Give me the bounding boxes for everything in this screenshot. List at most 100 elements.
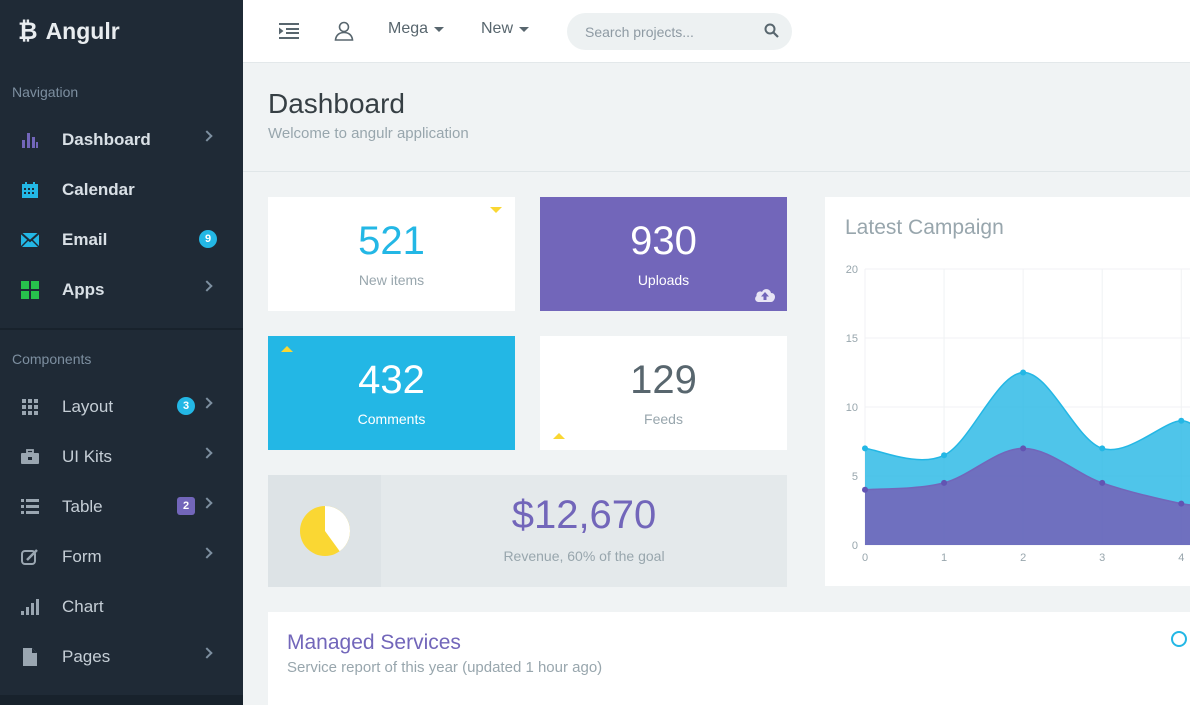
brand[interactable]: ₿ Angulr <box>0 0 243 63</box>
revenue-panel: $12,670 Revenue, 60% of the goal <box>268 475 787 587</box>
sidebar-divider <box>0 328 243 330</box>
y-tick-label: 10 <box>846 402 858 414</box>
revenue-pie-container <box>268 475 381 587</box>
stat-value: 129 <box>630 358 697 402</box>
data-point[interactable] <box>1099 445 1106 452</box>
y-tick-label: 15 <box>846 333 858 345</box>
data-point[interactable] <box>1020 369 1027 376</box>
new-menu-label: New <box>481 20 514 37</box>
sidebar-item-ui-kits[interactable]: UI Kits <box>0 432 243 482</box>
sidebar-item-email[interactable]: Email 9 <box>0 215 243 265</box>
topbar: Mega New <box>243 0 1190 63</box>
chevron-right-icon <box>201 397 213 409</box>
envelope-icon <box>20 230 40 250</box>
user-icon[interactable] <box>333 20 355 42</box>
stat-label: Uploads <box>637 272 690 288</box>
sidebar-item-calendar[interactable]: Calendar <box>0 165 243 215</box>
sidebar-footer <box>0 695 243 705</box>
stat-feeds[interactable]: 129 Feeds <box>540 336 787 450</box>
email-count-badge: 9 <box>199 230 217 248</box>
stat-label: New items <box>358 272 425 288</box>
x-tick-label: 1 <box>941 552 947 564</box>
nav-section-label: Navigation <box>12 84 79 100</box>
x-tick-label: 3 <box>1099 552 1105 564</box>
data-point[interactable] <box>1178 417 1185 424</box>
page-title: Dashboard <box>268 88 405 119</box>
chevron-right-icon <box>201 547 213 559</box>
triangle-up-icon <box>281 346 293 352</box>
sidebar-item-label: Pages <box>62 647 111 666</box>
stat-new-items[interactable]: 521 New items <box>268 197 515 311</box>
sidebar-item-apps[interactable]: Apps <box>0 265 243 315</box>
search-icon[interactable] <box>764 23 779 43</box>
data-point[interactable] <box>941 479 948 486</box>
page-subtitle: Welcome to angulr application <box>268 125 469 142</box>
stat-label: Comments <box>357 411 426 427</box>
chevron-right-icon <box>201 447 213 459</box>
sidebar-item-table[interactable]: Table 2 <box>0 482 243 532</box>
bar-chart-icon <box>20 130 40 150</box>
search-input[interactable] <box>585 23 755 40</box>
revenue-goal-pie <box>299 506 350 556</box>
sidebar-item-label: Table <box>62 497 103 516</box>
services-title: Managed Services <box>287 631 461 654</box>
triangle-down-icon <box>490 207 502 213</box>
signal-icon <box>20 597 40 617</box>
series-area <box>865 448 1190 545</box>
bitcoin-logo-icon: ₿ <box>18 17 38 45</box>
x-tick-label: 2 <box>1020 552 1026 564</box>
list-icon <box>20 497 40 517</box>
sidebar-item-label: Chart <box>62 597 104 616</box>
stat-uploads[interactable]: 930 Uploads <box>540 197 787 311</box>
sidebar-item-label: Calendar <box>62 180 135 199</box>
data-point[interactable] <box>1178 500 1185 507</box>
table-count-badge: 2 <box>177 497 195 515</box>
cloud-upload-icon <box>754 287 776 308</box>
calendar-icon <box>20 180 40 200</box>
sidebar-item-label: Apps <box>62 280 105 299</box>
latest-campaign-panel: Latest Campaign 0 5 10 15 20 0 1 2 3 4 <box>825 197 1190 586</box>
grid-dots-icon <box>20 397 40 417</box>
chevron-right-icon <box>201 280 213 292</box>
caret-down-icon <box>519 26 530 32</box>
revenue-amount: $12,670 <box>511 493 657 537</box>
sidebar-item-dashboard[interactable]: Dashboard <box>0 115 243 165</box>
sidebar-item-pages[interactable]: Pages <box>0 632 243 682</box>
stat-value: 432 <box>358 358 425 402</box>
sidebar-item-label: Dashboard <box>62 130 151 149</box>
file-icon <box>20 647 40 667</box>
data-point[interactable] <box>941 452 948 459</box>
data-point[interactable] <box>1099 479 1106 486</box>
chevron-right-icon <box>201 497 213 509</box>
mega-menu-label: Mega <box>388 20 429 37</box>
grid-icon <box>20 280 40 300</box>
stat-value: 930 <box>630 219 697 263</box>
x-tick-label: 0 <box>862 552 868 564</box>
stat-value: 521 <box>358 219 425 263</box>
revenue-pie-remaining <box>324 506 350 552</box>
services-subtitle: Service report of this year (updated 1 h… <box>287 659 603 676</box>
data-point[interactable] <box>1020 445 1027 452</box>
layout-count-badge: 3 <box>177 397 195 415</box>
sidebar-item-layout[interactable]: Layout 3 <box>0 382 243 432</box>
data-point[interactable] <box>862 486 868 493</box>
refresh-circle-icon[interactable] <box>1171 631 1187 647</box>
sidebar-item-form[interactable]: Form <box>0 532 243 582</box>
chevron-right-icon <box>201 647 213 659</box>
stat-label: Feeds <box>644 411 683 427</box>
sidebar-item-chart[interactable]: Chart <box>0 582 243 632</box>
edit-icon <box>20 547 40 567</box>
new-menu-button[interactable]: New <box>481 20 530 38</box>
menu-indent-icon[interactable] <box>278 20 300 42</box>
briefcase-icon <box>20 447 40 467</box>
sidebar-item-label: Email <box>62 230 108 249</box>
stat-comments[interactable]: 432 Comments <box>268 336 515 450</box>
components-section-label: Components <box>12 351 92 367</box>
mega-menu-button[interactable]: Mega <box>388 20 445 38</box>
data-point[interactable] <box>862 445 868 452</box>
x-tick-label: 4 <box>1178 552 1184 564</box>
sidebar: ₿ Angulr Navigation Dashboard Calendar E… <box>0 0 243 705</box>
y-tick-label: 0 <box>852 540 858 552</box>
sidebar-item-label: Layout <box>62 397 114 416</box>
triangle-up-icon <box>553 433 565 439</box>
